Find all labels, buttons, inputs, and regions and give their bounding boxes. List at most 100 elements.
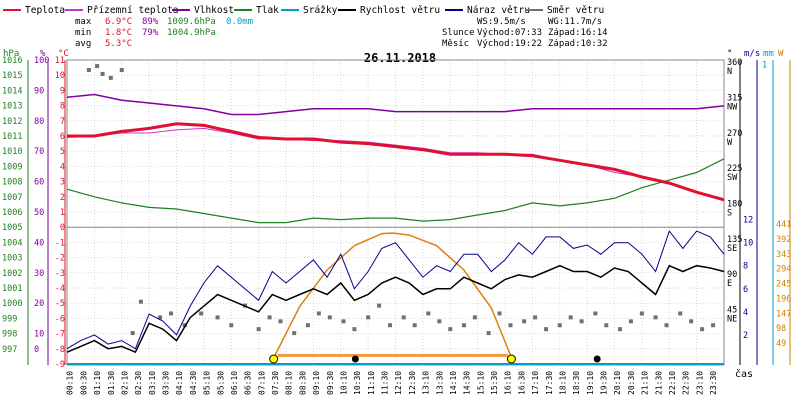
wind-dir-point-12 bbox=[229, 323, 234, 328]
wind-dir-point-49 bbox=[678, 311, 683, 316]
x-tick-13: 06:30 bbox=[244, 371, 253, 395]
x-tick-10: 05:10 bbox=[203, 371, 212, 395]
temp-tick-18: -7 bbox=[55, 330, 65, 340]
x-tick-16: 08:10 bbox=[285, 371, 294, 395]
pct-tick-8: 60 bbox=[34, 178, 44, 188]
hpa-tick-16: 1000 bbox=[2, 299, 22, 309]
x-tick-17: 08:30 bbox=[298, 371, 307, 395]
x-tick-8: 04:10 bbox=[175, 371, 184, 395]
wind-dir-point-38 bbox=[544, 327, 549, 332]
solar-radiation-line bbox=[273, 232, 513, 359]
wind-dir-point-50 bbox=[689, 319, 694, 324]
wind-dir-point-21 bbox=[341, 319, 346, 324]
wind-dir-point-1 bbox=[95, 64, 100, 69]
wind-dir-point-33 bbox=[486, 331, 491, 336]
x-tick-11: 05:30 bbox=[216, 371, 225, 395]
stats-max-temp: 6.9°C bbox=[105, 17, 132, 27]
x-tick-29: 14:30 bbox=[463, 371, 472, 395]
wind-dir-point-32 bbox=[472, 315, 477, 320]
temp-tick-19: -8 bbox=[55, 345, 65, 355]
stats-wg: WG:11.7m/s bbox=[548, 17, 602, 27]
wind-dir-point-7 bbox=[158, 315, 163, 320]
dir-compass-7: NE bbox=[727, 314, 737, 324]
wind-dir-point-44 bbox=[617, 327, 622, 332]
stats-max-rain: 0.0mm bbox=[226, 17, 253, 27]
humidity-line bbox=[66, 93, 725, 116]
legend: Teplota Přízemní teplota Vlhkost Tlak Srážky… bbox=[3, 5, 604, 16]
dir-compass-2: W bbox=[727, 138, 733, 148]
x-tick-31: 15:30 bbox=[490, 371, 499, 395]
w-tick-6: 147 bbox=[776, 309, 791, 319]
pct-tick-6: 70 bbox=[34, 147, 44, 157]
dir-tick-2: 270 bbox=[727, 129, 742, 139]
dir-compass-0: N bbox=[727, 67, 732, 77]
x-axis-ticks: 00:10 00:30 01:10 01:30 02:10 02:30 03:10 03:30… bbox=[66, 371, 718, 395]
moonset-marker bbox=[351, 355, 359, 363]
x-tick-18: 09:10 bbox=[312, 371, 321, 395]
temp-axis-title: °C bbox=[58, 49, 69, 59]
wind-dir-point-22 bbox=[352, 327, 357, 332]
x-tick-25: 12:30 bbox=[408, 371, 417, 395]
dir-compass-1: NW bbox=[727, 102, 738, 112]
temp-tick-5: 6 bbox=[60, 132, 65, 142]
legend-label-2: Vlhkost bbox=[194, 5, 234, 16]
dir-compass-3: SW bbox=[727, 173, 738, 183]
wind-dir-point-15 bbox=[267, 315, 272, 320]
wind-dir-point-24 bbox=[377, 303, 382, 308]
hpa-tick-14: 1002 bbox=[2, 269, 22, 279]
stats-max-press: 1009.6hPa bbox=[167, 17, 216, 27]
wind-dir-point-34 bbox=[497, 311, 502, 316]
stats-sunset: Západ:16:14 bbox=[548, 28, 608, 38]
hpa-tick-19: 997 bbox=[2, 345, 17, 355]
hpa-tick-7: 1009 bbox=[2, 162, 22, 172]
pct-tick-12: 40 bbox=[34, 238, 44, 248]
wind-dir-point-23 bbox=[366, 315, 371, 320]
legend-label-5: Rychlost větru bbox=[360, 5, 440, 16]
pct-axis-title: % bbox=[40, 49, 46, 59]
ms-tick-0: 12 bbox=[743, 216, 753, 226]
stats-ws: WS:9.5m/s bbox=[477, 17, 526, 27]
hpa-tick-2: 1014 bbox=[2, 86, 22, 96]
pct-tick-14: 30 bbox=[34, 269, 44, 279]
hpa-tick-1: 1015 bbox=[2, 71, 22, 81]
ms-tick-3: 6 bbox=[743, 285, 748, 295]
ms-tick-2: 8 bbox=[743, 262, 748, 272]
x-tick-23: 11:30 bbox=[381, 371, 390, 395]
x-tick-9: 04:30 bbox=[189, 371, 198, 395]
wind-dir-point-47 bbox=[653, 315, 658, 320]
wind-dir-point-20 bbox=[327, 315, 332, 320]
x-tick-0: 00:10 bbox=[66, 371, 75, 395]
x-tick-21: 10:30 bbox=[353, 371, 362, 395]
w-axis-title: W bbox=[778, 49, 784, 59]
wind-dir-point-25 bbox=[388, 323, 393, 328]
temperature-line bbox=[67, 122, 725, 202]
x-tick-33: 16:30 bbox=[517, 371, 526, 395]
wind-dir-point-29 bbox=[437, 319, 442, 324]
wind-dir-point-30 bbox=[448, 327, 453, 332]
dir-tick-0: 360 bbox=[727, 58, 742, 68]
temp-tick-0: 11 bbox=[55, 56, 65, 66]
hpa-tick-15: 1001 bbox=[2, 284, 22, 294]
dir-compass-6: E bbox=[727, 279, 732, 289]
wind-dir-point-43 bbox=[604, 323, 609, 328]
solar-band bbox=[277, 353, 508, 357]
stats-min-press: 1004.9hPa bbox=[167, 28, 216, 38]
grid bbox=[66, 59, 725, 366]
legend-label-4: Srážky bbox=[303, 5, 338, 16]
wind-dir-point-5 bbox=[130, 331, 135, 336]
temp-tick-13: -2 bbox=[55, 254, 65, 264]
hpa-tick-5: 1011 bbox=[2, 132, 22, 142]
wind-dir-point-26 bbox=[401, 315, 406, 320]
temp-tick-12: -1 bbox=[55, 238, 65, 248]
x-tick-12: 06:10 bbox=[230, 371, 239, 395]
wind-dir-point-28 bbox=[426, 311, 431, 316]
wind-dir-point-35 bbox=[508, 323, 513, 328]
x-tick-27: 13:30 bbox=[435, 371, 444, 395]
x-tick-34: 17:10 bbox=[531, 371, 540, 395]
hpa-tick-17: 999 bbox=[2, 314, 17, 324]
pct-tick-18: 10 bbox=[34, 330, 44, 340]
pct-tick-2: 90 bbox=[34, 86, 44, 96]
wind-dir-point-40 bbox=[568, 315, 573, 320]
x-tick-14: 07:10 bbox=[257, 371, 266, 395]
